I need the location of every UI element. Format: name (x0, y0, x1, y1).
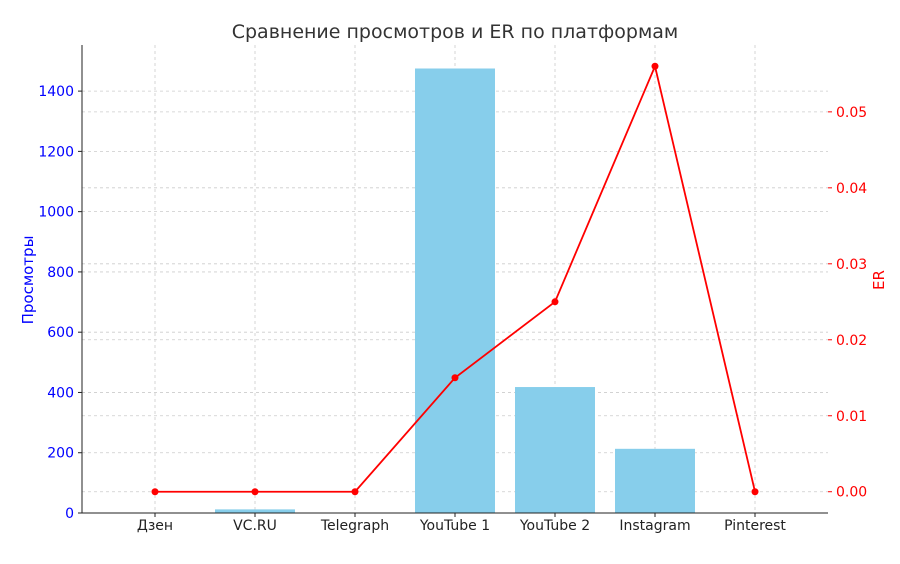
y2-tick-label: 0.02 (836, 333, 867, 349)
y2-tick-label: 0.05 (836, 105, 867, 121)
y-tick-label: 400 (47, 385, 74, 401)
bar (215, 509, 295, 513)
y-tick-label: 200 (47, 446, 74, 462)
er-point (151, 488, 159, 496)
y2-tick-label: 0.03 (836, 257, 867, 273)
x-tick-label: VC.RU (233, 518, 277, 534)
x-tick-label: YouTube 2 (519, 518, 590, 534)
y-tick-label: 800 (47, 265, 74, 281)
y2-tick-label: 0.01 (836, 409, 867, 425)
y-tick-label: 1200 (38, 144, 74, 160)
y-tick-label: 0 (65, 506, 74, 522)
y-tick-label: 600 (47, 325, 74, 341)
er-point (551, 298, 559, 306)
er-point (751, 488, 759, 496)
bar (615, 448, 695, 513)
chart-title: Сравнение просмотров и ER по платформам (232, 21, 679, 43)
bar (515, 387, 595, 513)
bars (215, 68, 695, 514)
er-line (151, 62, 759, 496)
x-tick-label: YouTube 1 (419, 518, 490, 534)
bar (415, 68, 495, 514)
x-tick-label: Telegraph (320, 518, 389, 534)
x-tick-label: Instagram (619, 518, 690, 534)
y2-axis-label: ER (870, 270, 888, 290)
er-point (651, 62, 659, 70)
y2-tick-label: 0.00 (836, 485, 867, 501)
x-tick-label: Дзен (137, 518, 173, 534)
y-tick-label: 1400 (38, 84, 74, 100)
axes: 0 200 400 600 800 1000 1200 1400 0.00 0.01 0.02 0.0… (38, 45, 867, 534)
y-axis-label: Просмотры (19, 236, 37, 325)
er-point (251, 488, 259, 496)
er-point (351, 488, 359, 496)
y2-tick-label: 0.04 (836, 181, 867, 197)
er-point (451, 374, 459, 382)
y-tick-label: 1000 (38, 205, 74, 221)
x-tick-label: Pinterest (724, 518, 786, 534)
